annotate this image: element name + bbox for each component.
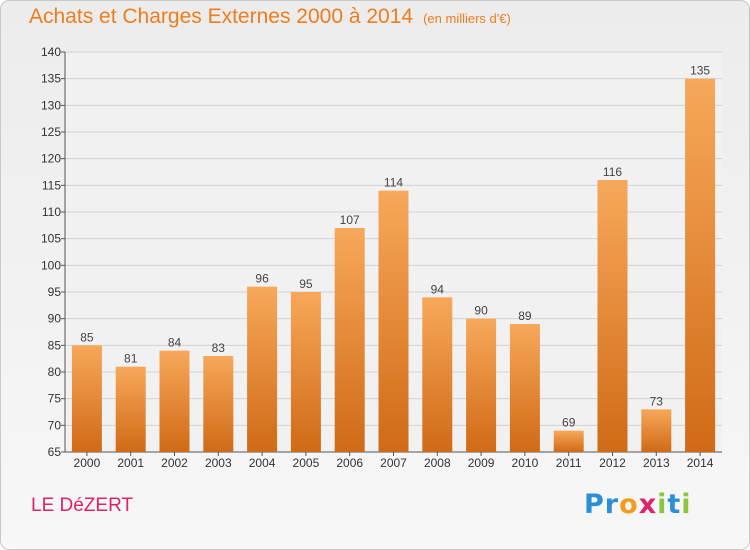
data-label: 96: [255, 272, 269, 286]
bars: [71, 78, 716, 453]
x-tick-label: 2008: [424, 456, 451, 470]
data-label: 89: [518, 309, 532, 323]
y-tick-label: 100: [41, 258, 61, 272]
x-tick-label: 2007: [380, 456, 407, 470]
data-label: 107: [340, 213, 360, 227]
y-tick-label: 65: [48, 445, 62, 459]
x-tick-label: 2010: [512, 456, 539, 470]
chart-title: Achats et Charges Externes 2000 à 2014: [29, 5, 414, 28]
bar: [115, 366, 146, 452]
y-tick-label: 105: [41, 232, 61, 246]
logo-letter: r: [604, 489, 620, 520]
x-tick-label: 2011: [556, 456, 582, 470]
bar: [422, 297, 453, 452]
logo-letter: x: [638, 489, 658, 520]
commune-name: LE DéZERT: [31, 495, 134, 516]
logo-letter: o: [619, 489, 639, 520]
x-tick-label: 2005: [293, 456, 320, 470]
x-tick-label: 2006: [336, 456, 363, 470]
bar: [159, 350, 190, 452]
y-tick-label: 80: [48, 365, 62, 379]
bar: [553, 430, 584, 452]
bar: [334, 228, 365, 452]
x-tick-label: 2012: [599, 456, 626, 470]
data-label: 94: [431, 282, 445, 296]
y-tick-label: 75: [48, 392, 62, 406]
bar: [641, 409, 672, 452]
data-label: 69: [562, 416, 576, 430]
y-tick-label: 140: [41, 45, 61, 59]
data-label: 73: [650, 394, 664, 408]
bar: [597, 180, 628, 452]
bar: [466, 318, 497, 452]
y-tick-label: 120: [41, 152, 61, 166]
x-tick-label: 2002: [161, 456, 188, 470]
y-tick-label: 135: [41, 72, 61, 86]
data-label: 85: [80, 330, 94, 344]
y-tick-label: 70: [48, 418, 62, 432]
logo-letter: t: [667, 489, 682, 520]
proxiti-logo: Proxiti: [584, 489, 692, 520]
y-tick-label: 130: [41, 98, 61, 112]
logo-letter: P: [584, 489, 605, 520]
title-row: Achats et Charges Externes 2000 à 2014 (e…: [29, 5, 511, 29]
data-label: 135: [690, 64, 710, 78]
labels: 65 70 75 80 85 90 95 100 105 110 115 120 125 130 135 14…: [41, 45, 714, 470]
bar: [203, 356, 234, 452]
x-tick-label: 2003: [205, 456, 232, 470]
bar: [247, 286, 278, 452]
y-tick-label: 115: [42, 178, 61, 192]
y-tick-label: 95: [48, 285, 62, 299]
data-label: 116: [603, 165, 622, 179]
y-tick-label: 90: [48, 312, 62, 326]
bar: [290, 292, 321, 452]
x-tick-label: 2000: [74, 456, 101, 470]
data-label: 81: [124, 352, 138, 366]
x-tick-label: 2013: [643, 456, 670, 470]
logo-letter: i: [657, 489, 668, 520]
y-tick-label: 125: [41, 125, 61, 139]
bar: [71, 345, 102, 452]
data-label: 114: [384, 176, 403, 190]
chart-unit: (en milliers d'€): [423, 11, 511, 26]
x-tick-label: 2001: [117, 456, 144, 470]
bar: [378, 190, 409, 452]
x-tick-label: 2009: [468, 456, 495, 470]
x-tick-label: 2014: [687, 456, 714, 470]
logo-letter: i: [681, 489, 692, 520]
bar: [509, 324, 540, 452]
data-label: 84: [168, 336, 182, 350]
data-label: 83: [212, 341, 226, 355]
bar: [685, 78, 716, 453]
data-label: 95: [299, 277, 313, 291]
y-tick-label: 85: [48, 338, 62, 352]
data-label: 90: [474, 304, 488, 318]
x-tick-label: 2004: [249, 456, 276, 470]
y-tick-label: 110: [42, 205, 61, 219]
